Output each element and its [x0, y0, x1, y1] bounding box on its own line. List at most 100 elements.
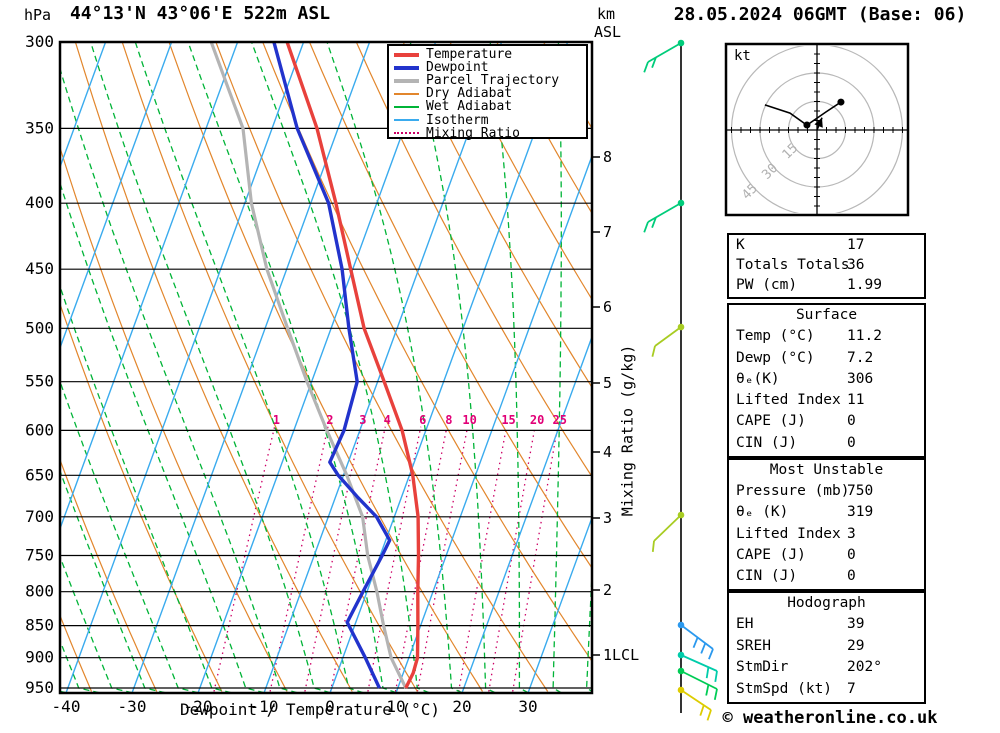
- hodograph-tick: [797, 127, 837, 133]
- table-row: Pressure (mb) 750: [729, 481, 924, 502]
- hodograph-tick: [740, 127, 894, 133]
- km-tick-label: 6: [603, 298, 612, 316]
- wind-barb-staff: [654, 326, 682, 347]
- hodograph-tick: [750, 127, 884, 133]
- km-tick-label: 7: [603, 223, 612, 241]
- index-table: Surface Temp (°C) 11.2 Dewp (°C) 7.2 θₑ(K) 306…: [727, 303, 926, 458]
- table-row-label: θₑ (K): [736, 504, 789, 521]
- table-row-label: Temp (°C): [736, 328, 815, 345]
- km-tick-label: 2: [603, 581, 612, 599]
- pressure-tick-label: 350: [25, 118, 54, 137]
- wind-barb-feather: [651, 57, 657, 69]
- mixing-ratio-value-label: 20: [530, 413, 544, 427]
- station-title: 44°13'N 43°06'E 522m ASL: [69, 3, 331, 24]
- table-row: SREH 29: [729, 636, 924, 657]
- wind-barb-column: [643, 39, 718, 721]
- hodograph-tick: [814, 110, 820, 150]
- table-row-value: 202°: [847, 659, 882, 676]
- dry-adiabat-line: [168, 43, 484, 692]
- table-row-label: Lifted Index: [736, 392, 841, 409]
- isotherm-line: [131, 43, 370, 692]
- pressure-unit-label: hPa: [24, 6, 52, 24]
- temp-tick-label: 30: [518, 697, 537, 716]
- run-date-title: 28.05.2024 06GMT (Base: 06): [673, 4, 967, 25]
- table-row-label: StmDir: [736, 659, 789, 676]
- hodograph-tick: [788, 127, 846, 133]
- table-row-label: PW (cm): [736, 277, 798, 293]
- km-tick-label: 4: [603, 443, 612, 461]
- table-row-value: 17: [847, 237, 865, 253]
- table-section-header: Hodograph: [787, 595, 866, 611]
- x-axis-title: Dewpoint / Temperature (°C): [179, 700, 441, 719]
- hodograph-tick: [769, 127, 865, 133]
- pressure-tick-label: 800: [25, 582, 54, 601]
- dry-adiabat-line: [61, 616, 93, 692]
- hodograph-trace-dot: [803, 121, 811, 129]
- pressure-tick-label: 950: [25, 678, 54, 697]
- legend-item: Dewpoint: [394, 60, 586, 76]
- wind-barb-feather: [714, 670, 718, 683]
- pressure-tick-label: 850: [25, 616, 54, 635]
- isotherm-line: [65, 43, 304, 692]
- legend-item: Wet Adiabat: [394, 99, 586, 115]
- dry-adiabat-line: [61, 460, 158, 692]
- legend-item: Mixing Ratio: [394, 125, 586, 141]
- mixing-ratio-value-label: 10: [462, 413, 476, 427]
- table-row: CIN (J) 0: [729, 433, 924, 454]
- dry-adiabat-line: [402, 43, 591, 387]
- mixing-ratio-line: [416, 426, 469, 692]
- temp-tick-label: -40: [52, 697, 81, 716]
- mixing-ratio-value-label: 1: [273, 413, 280, 427]
- wind-barb-staff: [653, 514, 682, 542]
- dry-adiabat-line: [75, 43, 353, 692]
- legend-item-label: Wet Adiabat: [426, 99, 513, 115]
- dry-adiabat-line: [61, 149, 288, 692]
- dewpoint-curve: [272, 43, 392, 689]
- wet-adiabat-line: [134, 43, 364, 692]
- pressure-tick-label: 900: [25, 648, 54, 667]
- table-row-label: Dewp (°C): [736, 349, 815, 366]
- table-row-label: SREH: [736, 637, 771, 654]
- table-row: Temp (°C) 11.2: [729, 326, 924, 347]
- table-row-label: θₑ(K): [736, 370, 780, 387]
- table-row-label: EH: [736, 616, 754, 633]
- legend-swatch-thick: [394, 65, 419, 70]
- legend-item-label: Dry Adiabat: [426, 86, 513, 102]
- table-row-label: CIN (J): [736, 567, 798, 584]
- sounding-profiles: [209, 43, 421, 689]
- legend-item-label: Parcel Trajectory: [426, 73, 560, 89]
- plot-frame: [58, 40, 594, 695]
- hodograph-tick: [778, 127, 856, 133]
- legend-item-label: Isotherm: [426, 112, 489, 128]
- hodograph-tick: [814, 82, 820, 178]
- isotherm-line: [329, 43, 568, 692]
- mixing-ratio-line: [394, 426, 448, 692]
- legend-swatch-thin: [394, 92, 419, 95]
- plot-border: [58, 40, 594, 695]
- table-row-value: 0: [847, 567, 856, 584]
- table-row: Lifted Index 3: [729, 524, 924, 545]
- dry-adiabat-line: [215, 43, 549, 692]
- km-axis-label: km: [597, 5, 616, 23]
- table-row: CAPE (J) 0: [729, 545, 924, 566]
- hodograph-tick: [814, 91, 820, 169]
- table-row: Dewp (°C) 7.2: [729, 348, 924, 369]
- wind-barb-feather: [651, 345, 656, 357]
- legend-item: Temperature: [394, 47, 586, 62]
- wind-barb-feather: [692, 637, 699, 649]
- isotherm-line: [61, 43, 238, 528]
- wind-barb-staff: [680, 689, 712, 711]
- mixing-ratio-line: [329, 426, 386, 692]
- legend-item-label: Mixing Ratio: [426, 125, 520, 141]
- temp-tick-label: 20: [452, 697, 471, 716]
- pressure-tick-label: 600: [25, 420, 54, 439]
- isotherm-line: [197, 43, 436, 692]
- hodograph-trace-dot: [837, 98, 845, 106]
- table-row-value: 750: [847, 483, 874, 500]
- table-row: PW (cm) 1.99: [729, 275, 924, 295]
- isotherm-line: [461, 337, 591, 692]
- dry-adiabat-line: [0, 42, 26, 692]
- legend-item-label: Dewpoint: [426, 60, 489, 76]
